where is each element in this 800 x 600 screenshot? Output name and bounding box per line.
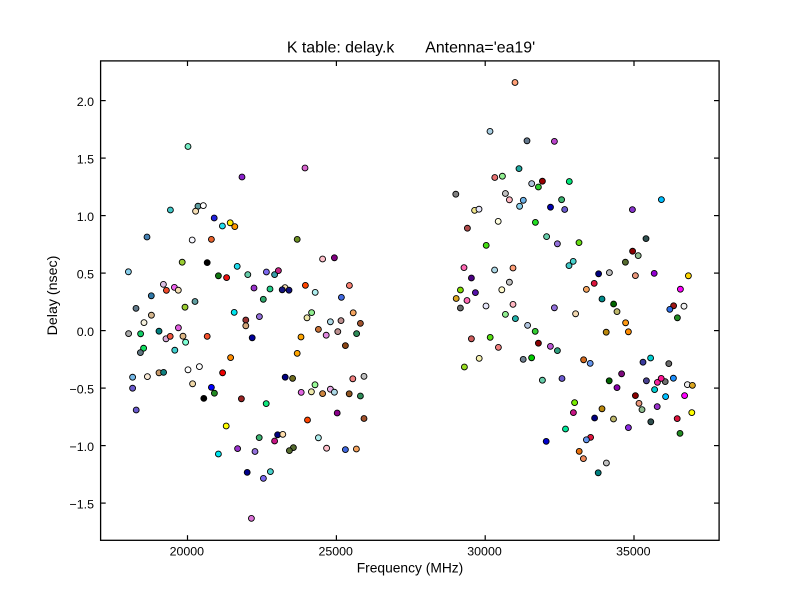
svg-text:−1.5: −1.5: [70, 498, 95, 512]
svg-text:K table: delay.k Antenna: K table: delay.k Antenna='ea19': [287, 39, 535, 56]
svg-text:1.5: 1.5: [77, 153, 94, 167]
svg-text:35000: 35000: [616, 545, 651, 559]
svg-text:0.0: 0.0: [77, 325, 94, 339]
svg-text:30000: 30000: [467, 545, 502, 559]
svg-text:1.0: 1.0: [77, 210, 94, 224]
svg-text:Delay (nsec): Delay (nsec): [45, 256, 61, 336]
svg-text:0.5: 0.5: [77, 268, 94, 282]
svg-text:25000: 25000: [318, 545, 353, 559]
svg-text:2.0: 2.0: [77, 95, 94, 109]
svg-text:−0.5: −0.5: [70, 383, 95, 397]
svg-text:Frequency (MHz): Frequency (MHz): [357, 560, 464, 575]
svg-text:−1.0: −1.0: [70, 440, 95, 454]
svg-text:20000: 20000: [170, 545, 205, 559]
